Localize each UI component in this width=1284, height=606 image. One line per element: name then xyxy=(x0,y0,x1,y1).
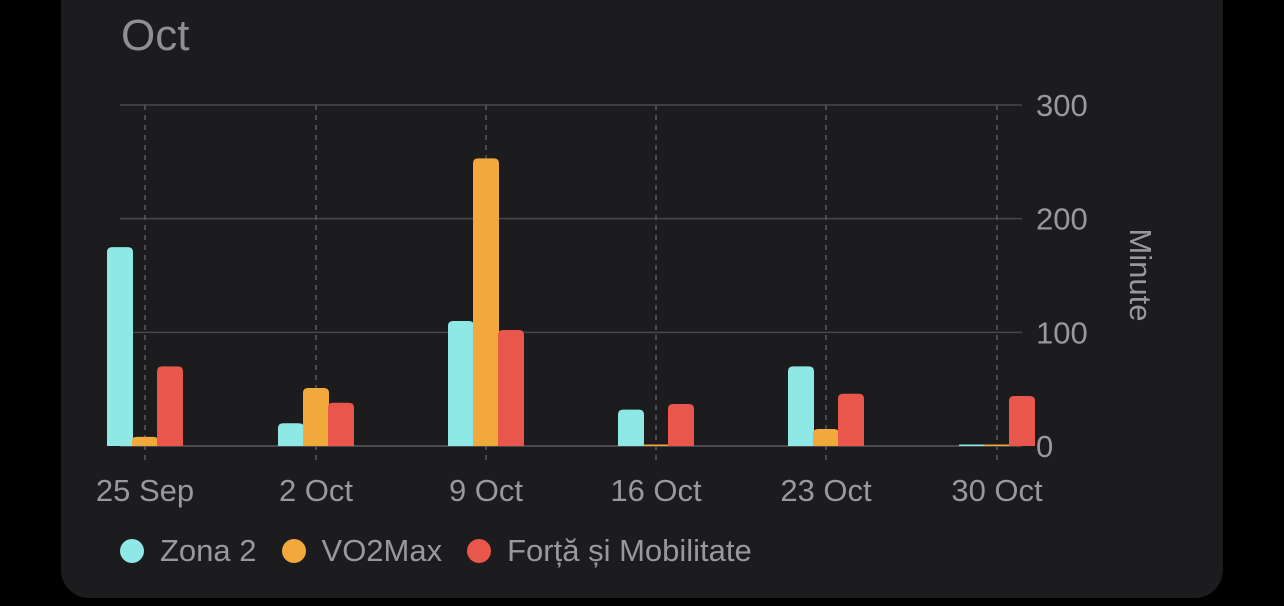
x-tick-label: 25 Sep xyxy=(96,473,194,508)
bar-for-i-mobilitate xyxy=(157,366,183,446)
bar-zona-2 xyxy=(959,444,985,446)
bar-vo2max xyxy=(303,388,329,446)
x-tick-label: 16 Oct xyxy=(610,473,702,508)
bar-zona-2 xyxy=(618,409,644,446)
bar-zona-2 xyxy=(278,423,304,446)
chart-legend: Zona 2 VO2Max Forță și Mobilitate xyxy=(120,533,777,569)
bar-for-i-mobilitate xyxy=(838,393,864,446)
period-label: Oct xyxy=(121,11,190,60)
y-axis-label: Minute xyxy=(1123,228,1158,321)
legend-label: VO2Max xyxy=(321,533,443,568)
bars xyxy=(107,158,1035,446)
x-tick-label: 9 Oct xyxy=(449,473,523,508)
y-tick-label: 0 xyxy=(1036,429,1053,464)
legend-dot-icon xyxy=(281,539,306,563)
bar-for-i-mobilitate xyxy=(1009,395,1035,446)
bar-for-i-mobilitate xyxy=(498,330,524,446)
bar-vo2max xyxy=(813,428,839,446)
legend-item: Forță și Mobilitate xyxy=(467,533,752,569)
bar-for-i-mobilitate xyxy=(328,402,354,446)
bar-vo2max xyxy=(132,436,158,446)
bar-vo2max xyxy=(643,444,669,446)
y-tick-label: 100 xyxy=(1036,315,1088,350)
legend-item: VO2Max xyxy=(281,533,443,569)
bar-vo2max xyxy=(473,158,499,446)
y-axis-ticks: 0 100 200 300 xyxy=(1036,88,1088,464)
y-tick-label: 200 xyxy=(1036,202,1088,237)
legend-dot-icon xyxy=(120,539,144,563)
bar-zona-2 xyxy=(107,247,133,446)
chart-card xyxy=(61,0,1223,598)
y-tick-label: 300 xyxy=(1036,88,1088,123)
bar-zona-2 xyxy=(448,320,474,446)
bar-for-i-mobilitate xyxy=(668,403,694,446)
legend-label: Zona 2 xyxy=(160,533,257,568)
legend-dot-icon xyxy=(467,539,492,563)
grid-lines xyxy=(120,104,1022,460)
x-tick-label: 23 Oct xyxy=(780,473,872,508)
x-axis-ticks: 25 Sep 2 Oct 9 Oct 16 Oct 23 Oct 30 Oct xyxy=(96,473,1043,508)
bar-zona-2 xyxy=(788,366,814,446)
legend-item: Zona 2 xyxy=(120,533,257,569)
x-tick-label: 30 Oct xyxy=(951,473,1043,508)
x-tick-label: 2 Oct xyxy=(279,473,353,508)
bar-vo2max xyxy=(984,444,1010,446)
legend-label: Forță și Mobilitate xyxy=(507,533,752,568)
